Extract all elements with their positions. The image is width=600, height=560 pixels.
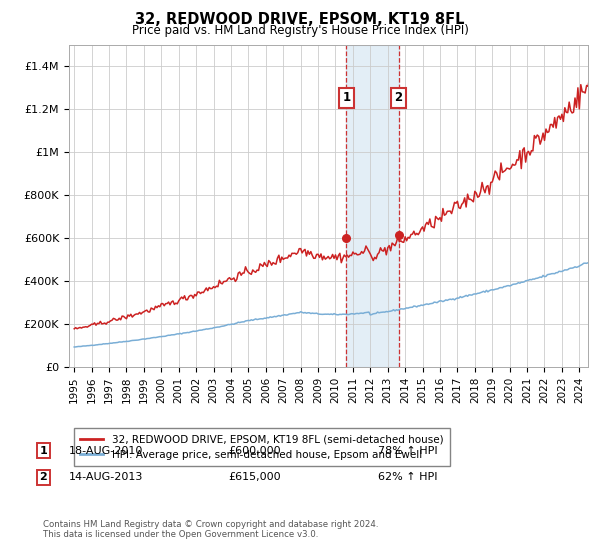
Bar: [346, 45, 398, 367]
Text: 2: 2: [395, 91, 403, 104]
Text: 2: 2: [40, 472, 47, 482]
Legend: 32, REDWOOD DRIVE, EPSOM, KT19 8FL (semi-detached house), HPI: Average price, se: 32, REDWOOD DRIVE, EPSOM, KT19 8FL (semi…: [74, 428, 449, 466]
Text: Contains HM Land Registry data © Crown copyright and database right 2024.
This d: Contains HM Land Registry data © Crown c…: [43, 520, 379, 539]
Text: 14-AUG-2013: 14-AUG-2013: [69, 472, 143, 482]
Text: £615,000: £615,000: [228, 472, 281, 482]
Text: 1: 1: [40, 446, 47, 456]
Text: 78% ↑ HPI: 78% ↑ HPI: [378, 446, 437, 456]
Text: Price paid vs. HM Land Registry's House Price Index (HPI): Price paid vs. HM Land Registry's House …: [131, 24, 469, 37]
Text: £600,000: £600,000: [228, 446, 281, 456]
Text: 1: 1: [343, 91, 350, 104]
Text: 62% ↑ HPI: 62% ↑ HPI: [378, 472, 437, 482]
Text: 32, REDWOOD DRIVE, EPSOM, KT19 8FL: 32, REDWOOD DRIVE, EPSOM, KT19 8FL: [135, 12, 465, 27]
Text: 18-AUG-2010: 18-AUG-2010: [69, 446, 143, 456]
